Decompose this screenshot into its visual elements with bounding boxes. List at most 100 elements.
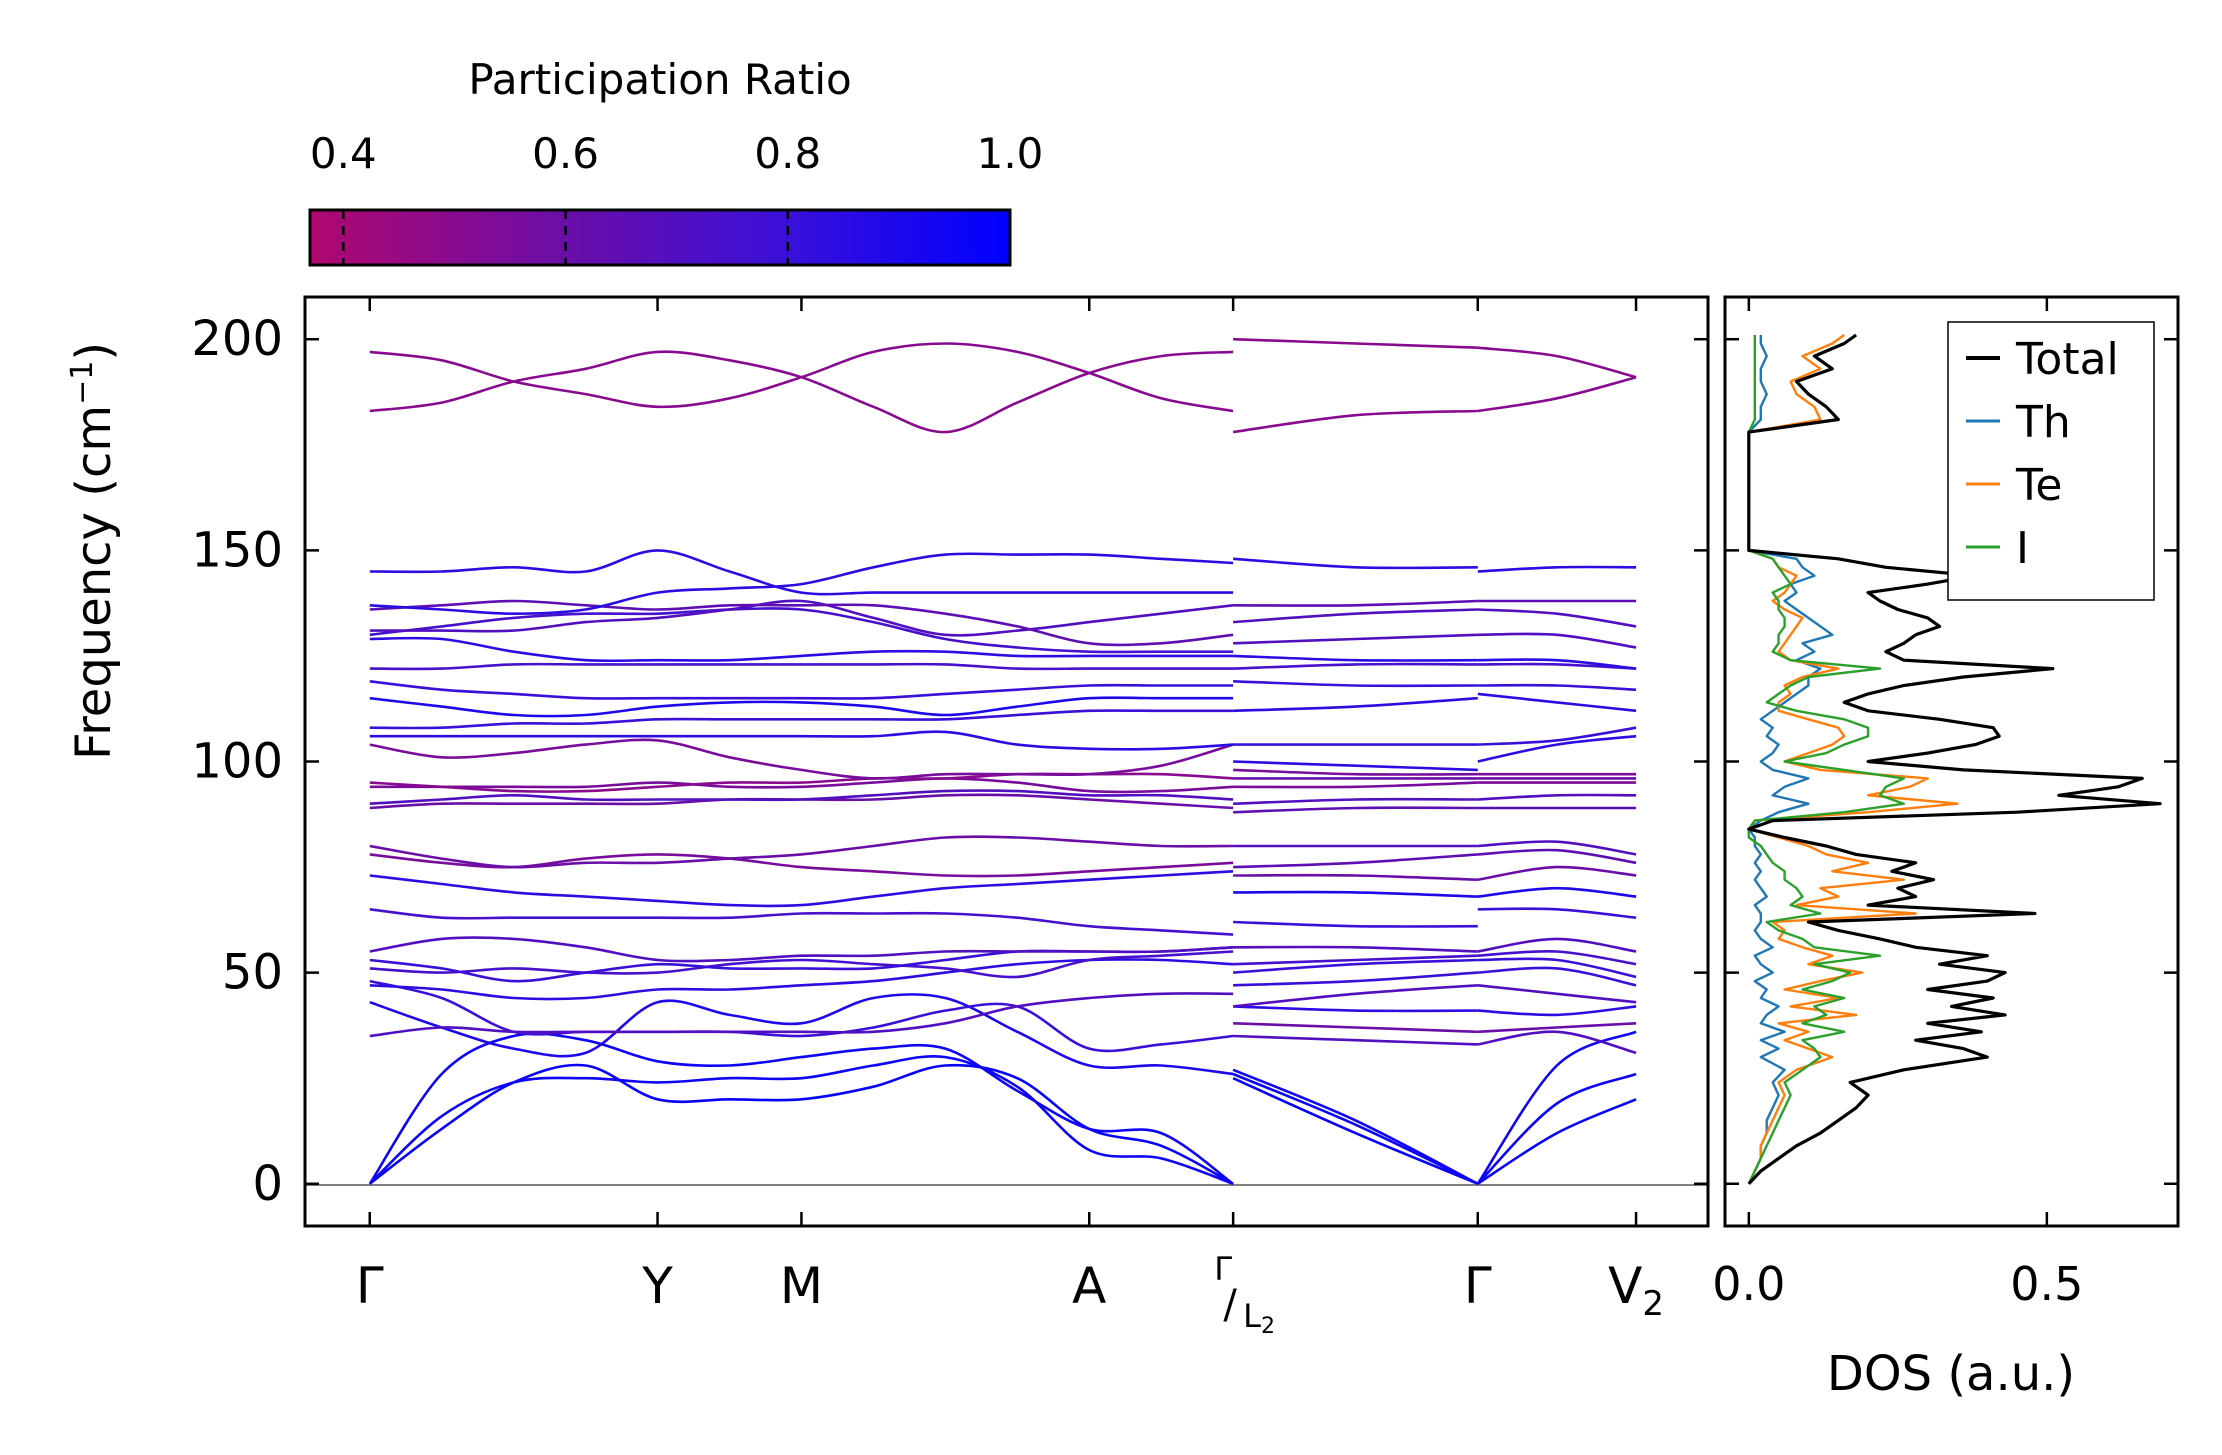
phonon-band <box>1477 793 1637 801</box>
phonon-band <box>1233 654 1478 662</box>
phonon-band <box>369 772 1234 793</box>
phonon-band <box>369 696 1234 718</box>
colorbar-gradient <box>308 208 1012 267</box>
y-tick-label: 100 <box>191 734 283 790</box>
legend-box <box>1947 321 2155 601</box>
phonon-band <box>1233 599 1478 607</box>
phonon-band <box>1477 734 1637 763</box>
phonon-band <box>1477 865 1637 881</box>
phonon-band <box>1233 920 1478 928</box>
phonon-band <box>369 908 1234 936</box>
phonon-band <box>1477 632 1637 649</box>
phonon-band <box>1477 886 1637 898</box>
legend-label-te: Te <box>2015 460 2062 511</box>
phonon-band <box>1232 1068 1479 1185</box>
phonon-band <box>1233 557 1478 570</box>
phonon-band <box>1476 1030 1637 1185</box>
k-label: Γ <box>1464 1257 1492 1315</box>
phonon-band <box>1232 1077 1479 1186</box>
phonon-band <box>1477 683 1637 691</box>
dos-panel: 0.0 0.5 DOS (a.u.) Total Th Te I <box>1712 295 2180 1402</box>
k-label: Y <box>641 1257 673 1315</box>
phonon-band <box>1233 608 1478 624</box>
phonon-band <box>1477 840 1637 856</box>
dos-series-te <box>1747 334 1959 1185</box>
phonon-band <box>369 936 1234 963</box>
phonon-band <box>1232 409 1478 434</box>
phonon-band <box>1477 608 1637 628</box>
phonon-band <box>369 549 1234 596</box>
k-label: L2 <box>1243 1297 1275 1339</box>
legend-label-total: Total <box>2015 334 2119 385</box>
dispersion-frame <box>303 295 1710 1228</box>
phonon-band <box>1233 1005 1478 1013</box>
dos-x-tick-label: 0.5 <box>2010 1257 2083 1311</box>
colorbar-ticks: 0.4 0.6 0.8 1.0 <box>310 129 1043 265</box>
colorbar: Participation Ratio 0.4 0.6 0.8 1.0 <box>308 55 1043 267</box>
phonon-band <box>1233 853 1478 869</box>
phonon-band <box>1233 1034 1478 1046</box>
legend: Total Th Te I <box>1947 321 2155 601</box>
phonon-band <box>1233 890 1478 898</box>
legend-label-i: I <box>2016 523 2029 574</box>
phonon-band <box>369 870 1234 908</box>
dos-series-total <box>1747 333 2162 1185</box>
phonon-band <box>368 1032 1234 1185</box>
phonon-band <box>369 599 1234 647</box>
y-tick-label: 150 <box>191 522 283 578</box>
phonon-band <box>369 342 1234 413</box>
phonon-band <box>1233 337 1478 349</box>
phonon-band <box>1477 984 1637 1004</box>
phonon-band <box>1233 958 1478 974</box>
phonon-band <box>1233 954 1478 966</box>
phonon-band <box>1477 1098 1637 1185</box>
y-tick-label: 50 <box>222 945 283 1001</box>
phonon-band <box>1477 1022 1637 1034</box>
phonon-band <box>1477 957 1637 979</box>
phonon-band <box>369 1063 1234 1185</box>
phonon-band <box>1233 662 1478 670</box>
dos-ticks: 0.0 0.5 <box>1712 297 2178 1311</box>
phonon-band <box>1477 907 1637 919</box>
phonon-band <box>369 599 1234 637</box>
phonon-band <box>1233 971 1478 987</box>
phonon-band <box>1477 658 1637 670</box>
colorbar-tick-label: 0.6 <box>532 129 599 178</box>
phonon-band <box>369 992 1234 1076</box>
phonon-band <box>369 709 1234 730</box>
phonon-band <box>1477 1030 1637 1055</box>
colorbar-tick-label: 0.4 <box>310 129 377 178</box>
phonon-band <box>1233 633 1478 645</box>
phonon-band <box>369 607 1234 654</box>
phonon-band <box>369 636 1234 663</box>
phonon-band <box>1477 848 1637 865</box>
phonon-band <box>1477 375 1637 413</box>
phonon-band <box>1233 760 1478 772</box>
k-label: Γ <box>356 1257 384 1315</box>
phonon-bands <box>368 337 1637 1186</box>
phonon-band <box>369 950 1234 979</box>
dos-curves <box>1747 333 2162 1185</box>
phonon-band <box>1233 1022 1478 1034</box>
phonon-band <box>369 350 1234 434</box>
phonon-band <box>1233 680 1478 688</box>
phonon-band <box>1477 937 1637 953</box>
colorbar-title: Participation Ratio <box>468 55 851 104</box>
dos-frame <box>1723 295 2180 1228</box>
x-axis-label-dos: DOS (a.u.) <box>1827 1346 2075 1402</box>
phonon-band <box>369 738 1234 780</box>
phonon-band <box>1233 806 1478 814</box>
phonon-band <box>1477 1005 1637 1017</box>
colorbar-tick-label: 1.0 <box>977 129 1044 178</box>
legend-label-th: Th <box>2015 397 2071 448</box>
phonon-band <box>1233 873 1478 881</box>
y-axis-label: Frequency (cm−1) <box>65 342 122 760</box>
phonon-band <box>369 777 1234 794</box>
phonon-band <box>1477 966 1637 987</box>
phonon-band <box>369 730 1234 751</box>
phonon-band <box>368 1055 1234 1186</box>
phonon-band <box>1477 565 1637 573</box>
phonon-band <box>369 552 1234 615</box>
phonon-band <box>1233 696 1478 713</box>
